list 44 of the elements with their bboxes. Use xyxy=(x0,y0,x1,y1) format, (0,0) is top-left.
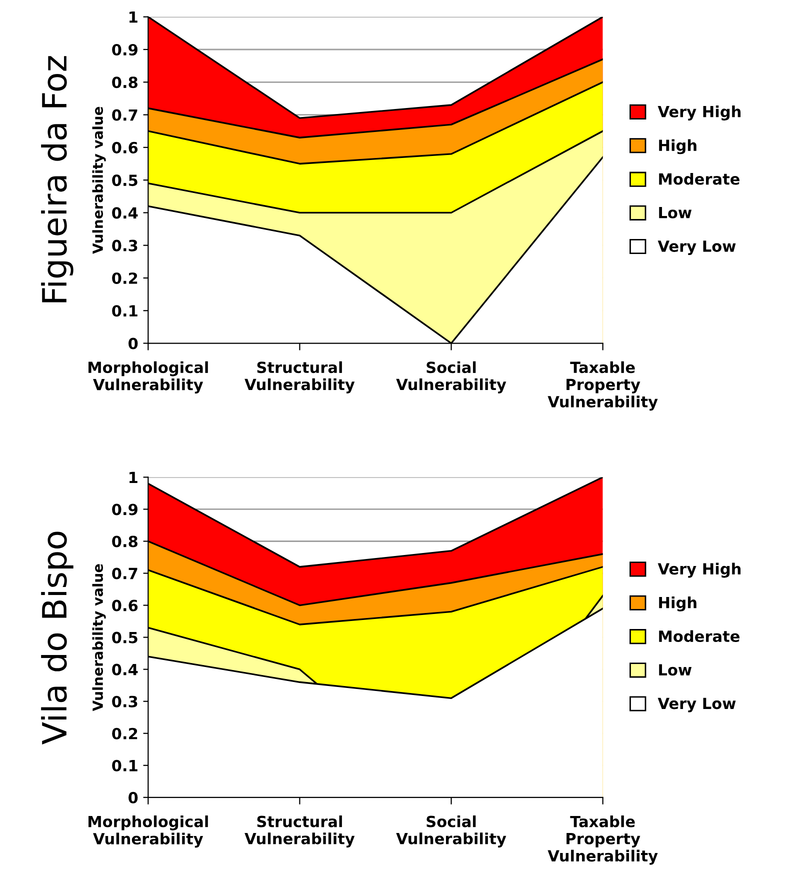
x-tick-label: Morphological Vulnerability xyxy=(88,361,208,394)
y-tick-label: 0.1 xyxy=(112,305,138,317)
y-tick-label: 0.1 xyxy=(112,760,138,772)
legend-label: Very Low xyxy=(658,698,736,712)
y-axis-title: Vulnerability value xyxy=(92,564,106,712)
y-tick-label: 0.5 xyxy=(112,174,138,186)
y-tick-label: 0.7 xyxy=(112,109,138,121)
legend-label: Moderate xyxy=(659,172,740,185)
x-tick-label: Morphological Vulnerability xyxy=(88,815,208,848)
y-tick-label: 0.9 xyxy=(112,504,138,516)
x-tick-label: Taxable Property Vulnerability xyxy=(548,815,658,865)
y-tick-label: 1 xyxy=(130,472,138,484)
y-tick-label: 0.2 xyxy=(112,728,138,740)
legend-label: Low xyxy=(659,207,692,218)
y-tick-label: 0 xyxy=(128,338,138,350)
y-tick-label: 0.4 xyxy=(112,664,138,676)
y-tick-label: 0.6 xyxy=(112,142,138,154)
legend-label: Very Low xyxy=(658,240,736,256)
y-tick-label: 0.4 xyxy=(112,207,138,219)
x-tick-label: Taxable Property Vulnerability xyxy=(548,361,658,411)
legend-label: Moderate xyxy=(659,630,740,642)
y-tick-label: 1 xyxy=(130,12,138,23)
x-tick-label: Social Vulnerability xyxy=(396,361,506,394)
y-tick-label: 0.2 xyxy=(112,272,138,284)
text: Vila do Bispo xyxy=(41,532,74,744)
legend-label: High xyxy=(659,596,696,612)
y-tick-label: 0.3 xyxy=(112,240,138,252)
y-tick-label: 0.9 xyxy=(112,44,138,56)
y-tick-label: 0.6 xyxy=(112,600,138,612)
y-tick-label: 0.8 xyxy=(112,76,138,88)
legend-label: Low xyxy=(659,664,692,676)
legend-label: Very High xyxy=(658,562,741,578)
legend-label: High xyxy=(659,139,696,154)
y-tick-label: 0.5 xyxy=(112,632,138,644)
y-tick-label: 0.3 xyxy=(112,696,138,708)
x-tick-label: Structural Vulnerability xyxy=(244,361,355,394)
x-tick-label: Structural Vulnerability xyxy=(244,815,355,848)
y-tick-label: 0.8 xyxy=(112,536,138,548)
y-axis-title: Vulnerability value xyxy=(92,106,106,254)
x-tick-label: Social Vulnerability xyxy=(396,815,506,848)
y-tick-label: 0.7 xyxy=(112,568,138,580)
text: Figueira da Foz xyxy=(41,56,74,302)
legend-label: Very High xyxy=(658,106,741,120)
y-tick-label: 0 xyxy=(128,792,138,804)
